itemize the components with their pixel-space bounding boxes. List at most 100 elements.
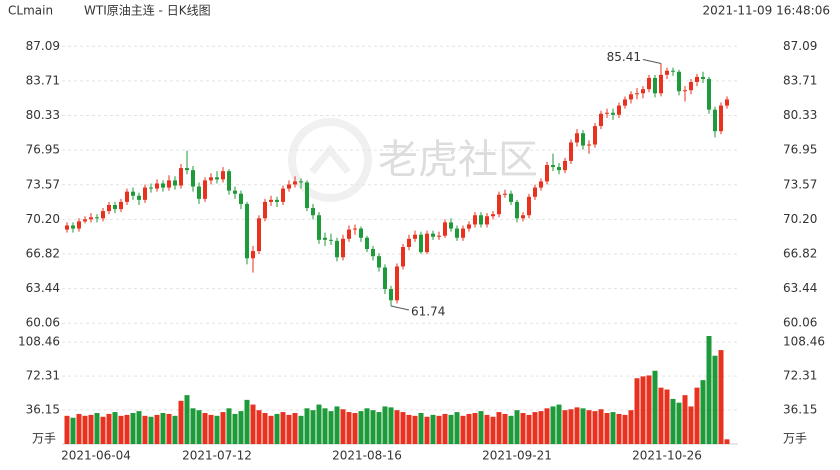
candle-body [179,168,183,186]
volume-bar [616,413,622,444]
candle-body [203,180,207,199]
volume-bar [142,415,148,444]
candle-body [491,214,495,217]
volume-bar [718,350,724,444]
candle-body [131,191,135,196]
volume-bar [82,415,88,444]
candle-body [161,183,165,188]
candle-body [155,183,159,189]
candle-body [371,249,375,257]
candle-body [65,225,69,230]
volume-bar [568,409,574,444]
candle-body [671,70,675,72]
candle-body [335,240,339,258]
volume-bar [286,414,292,444]
candle-body [293,181,297,185]
volume-bar [358,411,364,444]
candle-body [185,168,189,171]
candle-body [149,187,153,189]
candle-body [89,217,93,220]
candle-body [449,222,453,229]
candle-body [401,246,405,267]
volume-bar [430,414,436,444]
volume-bar [370,410,376,444]
volume-bar [106,413,112,444]
volume-bar [496,412,502,444]
candle-body [167,180,171,188]
volume-bar [244,399,250,444]
volume-bar [424,416,430,444]
volume-bar [268,415,274,444]
candle-body [263,201,267,219]
volume-bar [472,413,478,444]
candle-body [413,234,417,239]
volume-bar [298,415,304,444]
candle-body [689,82,693,91]
x-tick-label: 2021-06-04 [61,449,131,463]
volume-bar [262,413,268,444]
y-tick-label: 66.82 [26,246,60,260]
volume-bar [562,410,568,444]
candle-body [701,76,705,79]
candle-body [557,167,561,171]
volume-bar [64,415,70,444]
volume-bar [436,415,442,444]
candle-body [467,224,471,229]
candle-body [395,266,399,301]
volume-bar [442,413,448,444]
volume-bar [238,411,244,444]
volume-bar [154,414,160,444]
candle-body [317,215,321,240]
symbol: CLmain [8,4,53,18]
volume-bar [634,378,640,444]
y-tick-label-right: 83.71 [783,73,817,87]
candle-body [359,228,363,238]
y-tick-label-right: 87.09 [783,39,817,53]
candle-body [605,112,609,114]
volume-bar [604,413,610,444]
volume-bar [502,413,508,444]
candle-body [653,77,657,94]
volume-bar [202,413,208,444]
candle-body [209,177,213,181]
candle-body [509,193,513,202]
volume-bar [538,411,544,444]
candle-body [107,204,111,212]
candle-body [83,219,87,222]
volume-bar [376,412,382,444]
x-tick-label: 2021-08-16 [332,449,402,463]
volume-bar [214,415,220,444]
volume-bar [490,416,496,444]
candle-body [707,78,711,110]
candle-body [455,228,459,238]
y-tick-label: 80.33 [26,108,60,122]
candle-body [389,289,393,301]
candle-body [323,237,327,240]
volume-bar [418,413,424,444]
volume-bar [514,410,520,444]
candle-body [635,93,639,95]
volume-bar [76,413,82,444]
candle-body [713,109,717,132]
candle-body [431,233,435,237]
candle-body [77,221,81,229]
volume-bar [520,413,526,444]
volume-bar [664,389,670,444]
candle-body [425,233,429,253]
volume-bar [196,410,202,444]
y-tick-label-right: 70.20 [783,212,817,226]
low-annotation: 61.74 [411,305,445,319]
volume-bar [322,408,328,444]
volume-bar [640,376,646,444]
y-tick-label: 87.09 [26,39,60,53]
candle-body [281,188,285,202]
candle-body [251,251,255,259]
volume-bar [454,412,460,444]
volume-unit: 万手 [32,432,56,446]
y-tick-label: 76.95 [26,143,60,157]
candle-body [197,186,201,199]
volume-bar [544,408,550,444]
candle-body [191,170,195,187]
candle-body [377,256,381,268]
candle-body [521,215,525,219]
